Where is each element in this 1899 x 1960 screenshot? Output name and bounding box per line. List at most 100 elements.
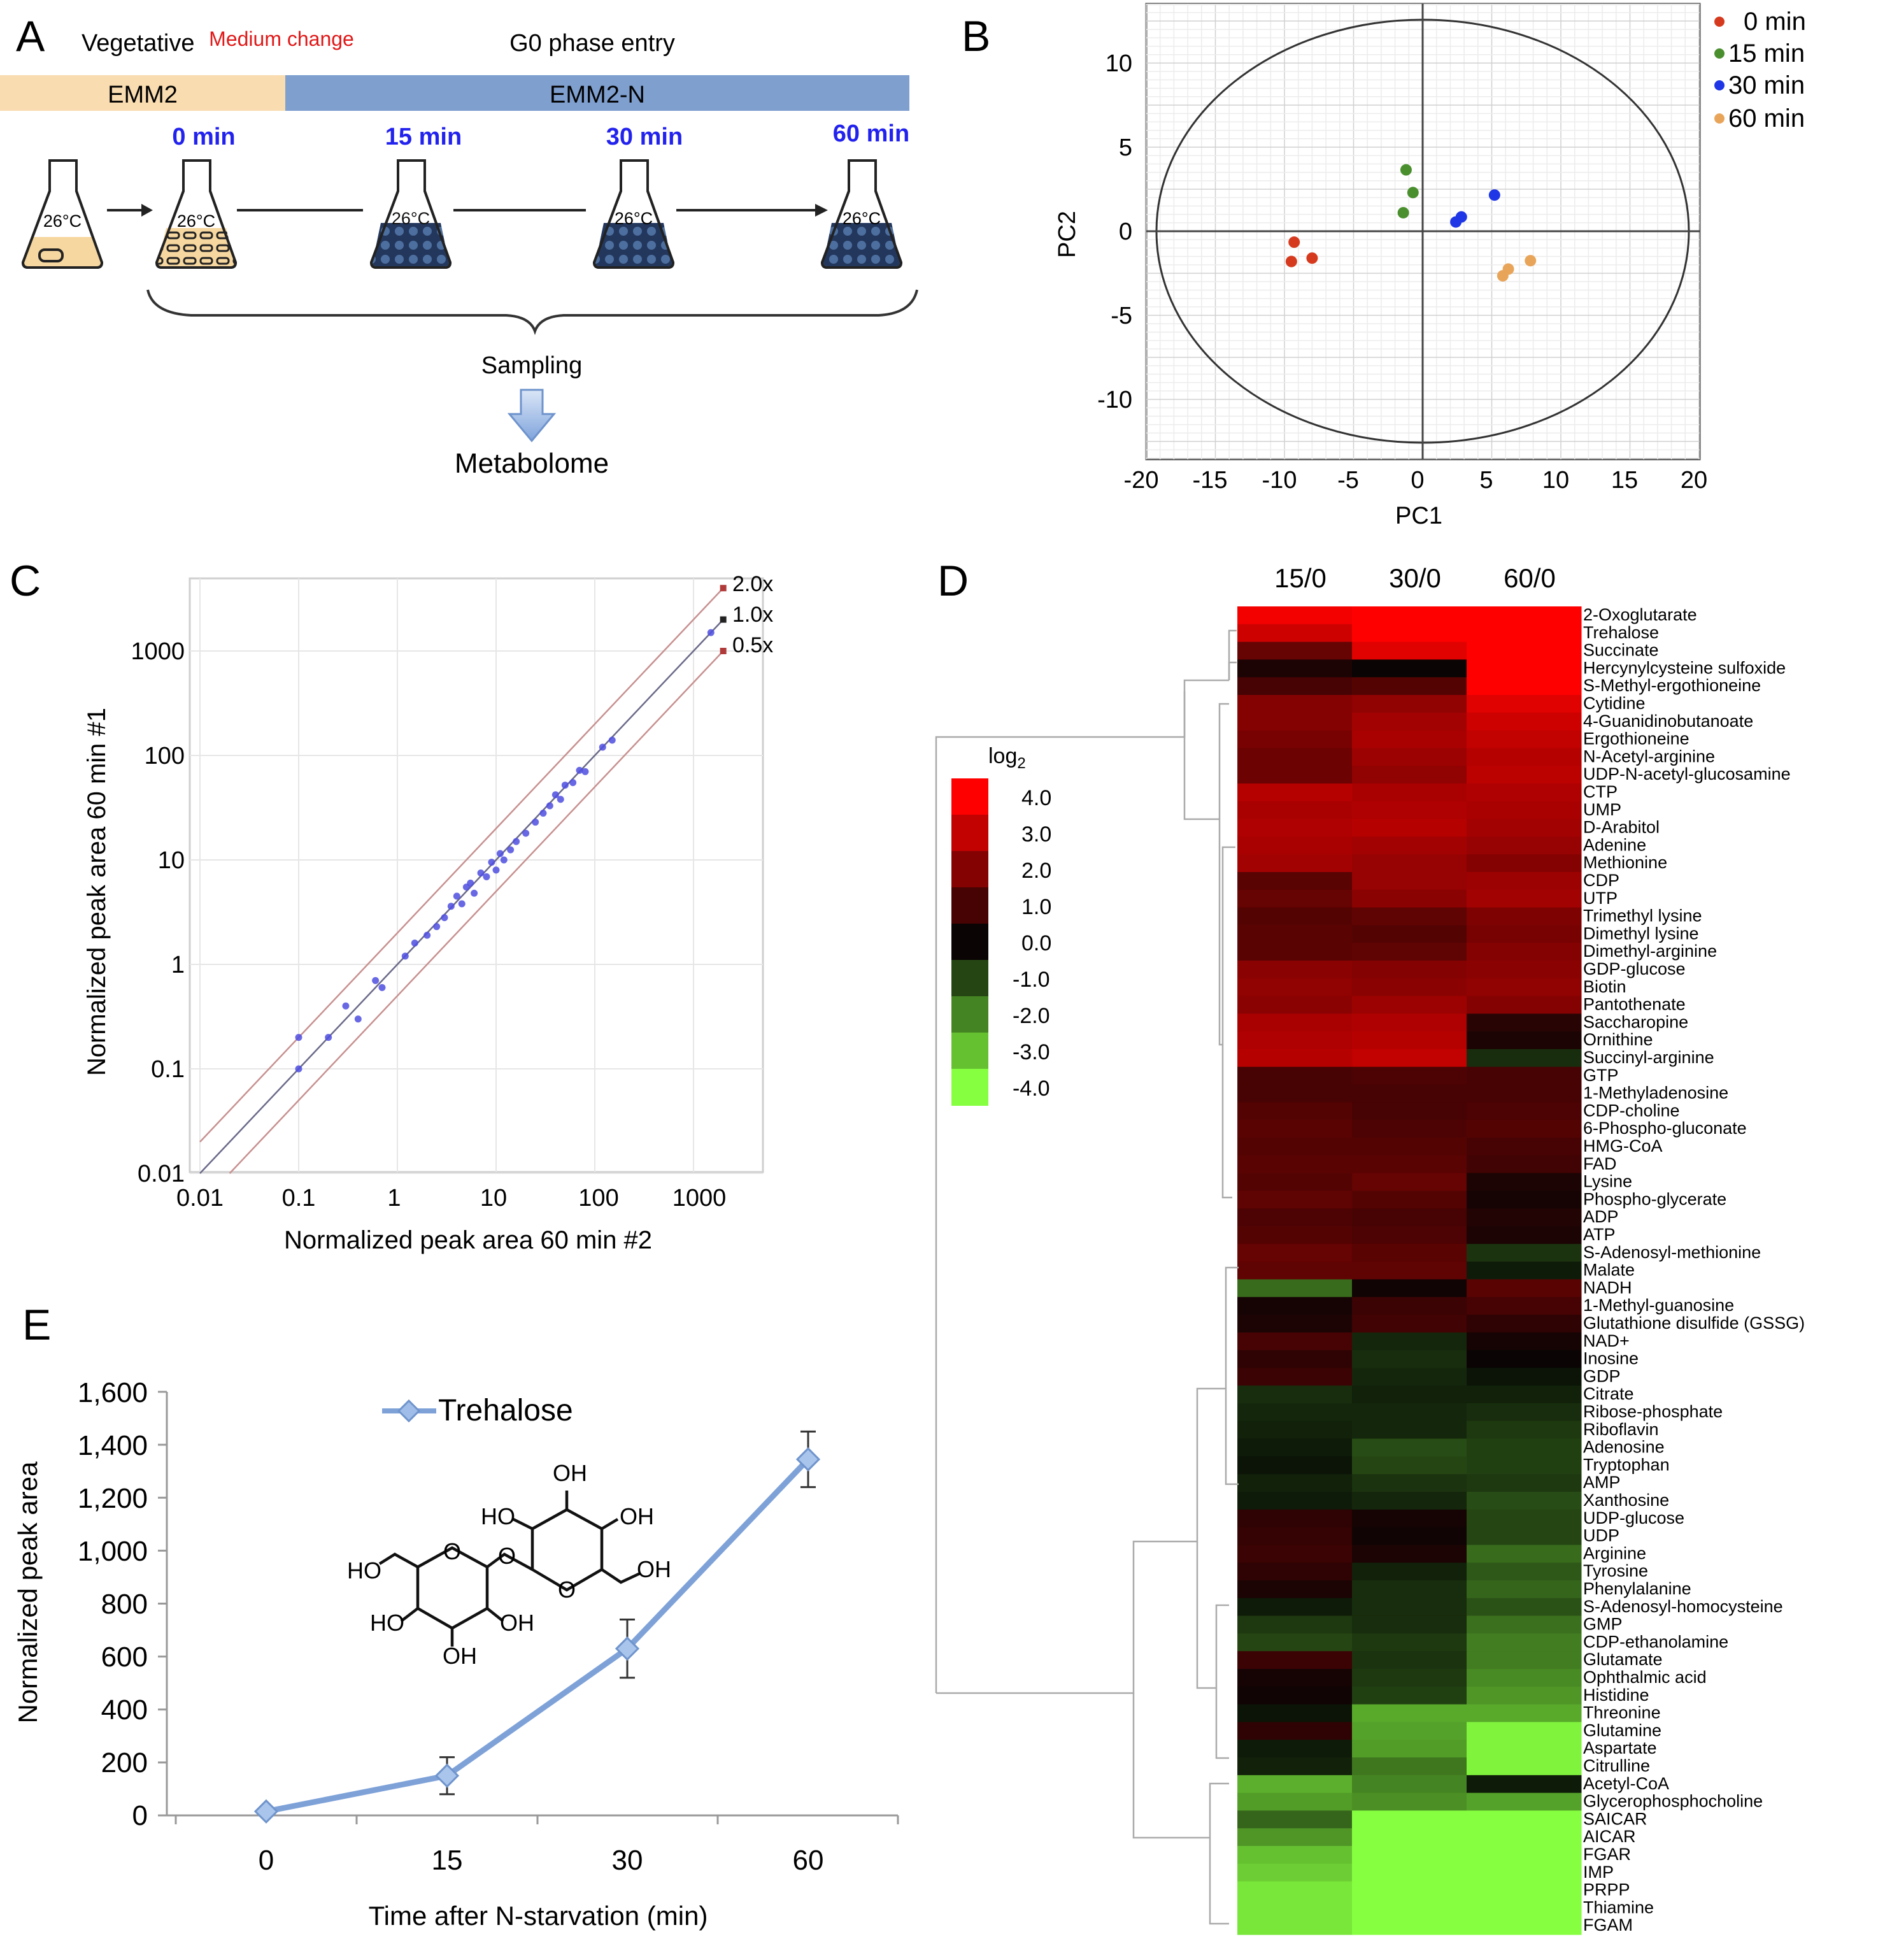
heatmap-cell [1352,641,1467,660]
heatmap-cell [1352,1828,1467,1847]
e-data-point [615,1636,640,1661]
flask-temp-4: 26°C [615,209,653,228]
heatmap-row-label: Tryptophan [1583,1455,1670,1474]
heatmap-cell [1237,1828,1353,1847]
heatmap-cell [1352,1615,1467,1634]
heatmap-cell [1237,712,1353,731]
heatmap-row-label: Glutamine [1583,1720,1661,1740]
c-reference-line [199,587,724,1143]
panel-a: A Vegetative Medium change G0 phase entr… [0,12,918,479]
heatmap-cell [1237,730,1353,748]
heatmap-row-label: 1-Methyladenosine [1583,1084,1728,1103]
c-ytick: 1000 [131,638,185,665]
c-line-label-1x: 1.0x [732,603,773,627]
heatmap-cell [1352,766,1467,784]
trehalose-legend: Trehalose [382,1394,573,1427]
heatmap-cell [1352,1173,1467,1191]
heatmap-cell [1467,1332,1582,1351]
heatmap-row-label: SAICAR [1583,1809,1647,1828]
heatmap-row-label: Ribose-phosphate [1583,1402,1723,1421]
heatmap-cell [1237,1651,1353,1670]
heatmap-cell [1352,1722,1467,1740]
heatmap-key-tick: 2.0 [1021,859,1051,883]
heatmap-row-label: Trimethyl lysine [1583,906,1702,926]
heatmap-cell [1467,1031,1582,1050]
heatmap-cell [1237,1775,1353,1794]
time-label-0: 0 min [172,124,235,150]
heatmap-cell [1352,1704,1467,1722]
heatmap-cell [1352,606,1467,625]
heatmap-cell [1467,1474,1582,1492]
heatmap-row-label: Saccharopine [1583,1012,1688,1031]
pca-legend: 0 min 15 min 30 min 60 min [1714,8,1806,132]
pca-ytick: 10 [1106,50,1132,77]
heatmap-cell [1352,1208,1467,1227]
panel-c-label: C [10,557,41,605]
trehalose-axes [158,1391,899,1824]
c-line-label-05x: 0.5x [732,633,773,657]
heatmap-row-label: Methionine [1583,853,1667,872]
heatmap-cell [1467,1863,1582,1882]
g0-entry-label: G0 phase entry [509,30,675,57]
c-point [483,873,490,880]
heatmap-cell [1237,1633,1353,1652]
heatmap-cell [1352,1243,1467,1263]
heatmap-cell [1237,1208,1353,1227]
sampling-brace [146,289,918,336]
heatmap-row-label: 4-Guanidinobutanoate [1583,712,1753,731]
heatmap-row-label: UTP [1583,889,1618,908]
c-point [539,810,547,817]
heatmap-row-label: GTP [1583,1066,1619,1085]
heatmap-cell [1467,1598,1582,1617]
heatmap-cell [1467,801,1582,820]
heatmap-cell [1237,1757,1353,1776]
heatmap-cell [1467,1226,1582,1245]
heatmap-cell [1237,783,1353,802]
pca-point [1285,255,1297,268]
c-point [561,782,569,789]
heatmap-cell [1237,1031,1353,1050]
scatter-points [295,629,715,1073]
heatmap-cell [1467,1527,1582,1545]
flask-temp-2: 26°C [177,211,215,231]
heatmap-key-title: log2 [988,744,1026,772]
heatmap-cell [1237,624,1353,643]
heatmap-cell [1467,1084,1582,1103]
c-ytick: 100 [145,743,185,769]
heatmap-cell [1352,1740,1467,1758]
heatmap-cell [1237,766,1353,784]
heatmap-row-label: Cytidine [1583,694,1646,713]
c-point [471,889,478,897]
heatmap-cell [1352,1155,1467,1174]
heatmap-row-label: CDP [1583,871,1619,890]
heatmap-cell [1467,1545,1582,1563]
heatmap-key-swatch [951,815,988,852]
heatmap-row-label: Ophthalmic acid [1583,1668,1707,1687]
heatmap-row-label: Biotin [1583,977,1626,996]
pca-ytick: 5 [1119,134,1132,161]
struct-oh-bottom-right: OH [500,1610,534,1636]
heatmap-cell [1237,1669,1353,1687]
pca-xtick: -5 [1337,467,1359,494]
heatmap-cell [1467,1846,1582,1864]
heatmap-cell [1352,1332,1467,1351]
heatmap-cell [1352,1527,1467,1545]
e-ytick: 1,200 [78,1483,148,1514]
heatmap-cell [1237,1456,1353,1475]
heatmap-row-label: NADH [1583,1278,1632,1297]
flask-temp-1: 26°C [43,211,82,231]
heatmap-row-label: CTP [1583,782,1618,801]
heatmap-cell [1467,1173,1582,1191]
c-point [581,768,589,775]
heatmap-cell [1237,1810,1353,1829]
struct-o-ring-left: O [443,1538,461,1564]
heatmap-cell [1237,1084,1353,1103]
medium-change-label: Medium change [209,27,354,50]
heatmap-key-tick: 3.0 [1021,822,1051,847]
heatmap-cell [1467,695,1582,713]
heatmap-row-label: Succinyl-arginine [1583,1048,1714,1067]
c-point [342,1002,350,1010]
flask-0min: 26°C [155,159,238,269]
e-ytick: 600 [101,1642,148,1673]
heatmap-cell [1237,889,1353,908]
